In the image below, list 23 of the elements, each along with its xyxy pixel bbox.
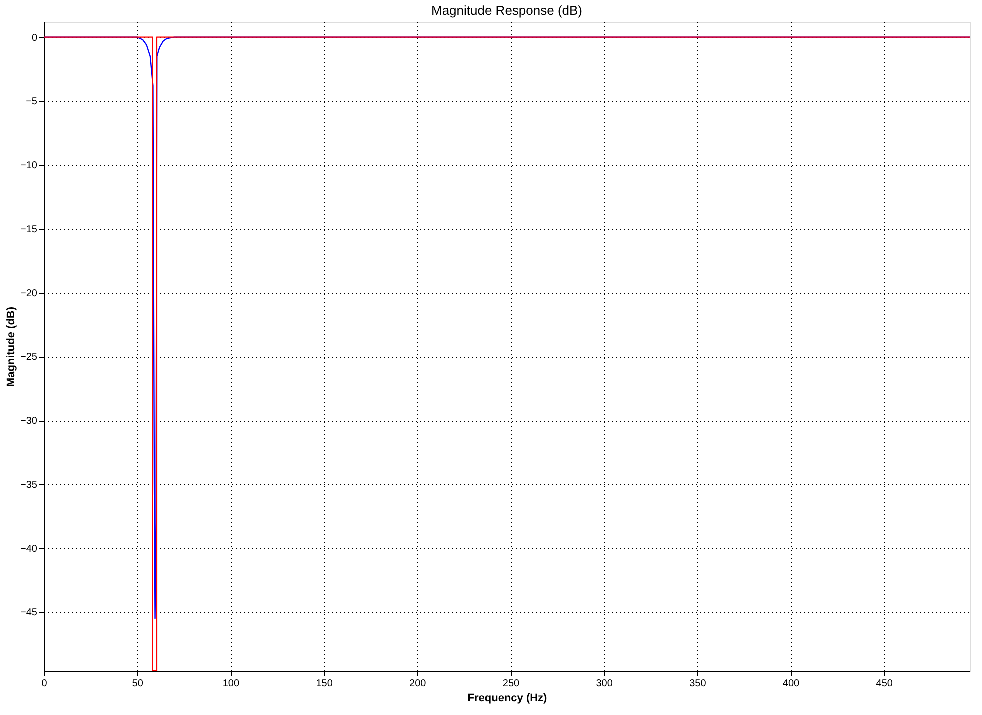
x-axis-title: Frequency (Hz) <box>468 692 548 704</box>
y-tick-label: −25 <box>20 352 38 364</box>
y-tick-label: −45 <box>20 608 38 619</box>
y-tick-label: −35 <box>20 480 38 491</box>
x-tick-label: 150 <box>316 678 334 690</box>
y-tick-label: −30 <box>20 416 38 428</box>
y-tick-label: 0 <box>32 32 38 44</box>
x-tick-label: 300 <box>596 678 614 690</box>
x-tick-label: 350 <box>690 678 707 690</box>
y-tick-label: −40 <box>20 544 38 555</box>
y-tick-label: −10 <box>20 160 38 172</box>
x-tick-label: 50 <box>132 678 144 690</box>
x-tick-label: 400 <box>782 678 800 690</box>
x-tick-label: 450 <box>876 678 894 690</box>
y-tick-label: −5 <box>26 96 38 108</box>
y-tick-label: −20 <box>20 288 38 300</box>
x-tick-label: 100 <box>222 678 240 690</box>
y-axis-title: Magnitude (dB) <box>6 306 18 388</box>
x-tick-label: 200 <box>410 678 427 690</box>
y-tick-label: −15 <box>20 224 38 236</box>
chart-title: Magnitude Response (dB) <box>431 3 583 18</box>
x-tick-label: 250 <box>502 678 520 690</box>
x-tick-label: 0 <box>42 678 48 690</box>
